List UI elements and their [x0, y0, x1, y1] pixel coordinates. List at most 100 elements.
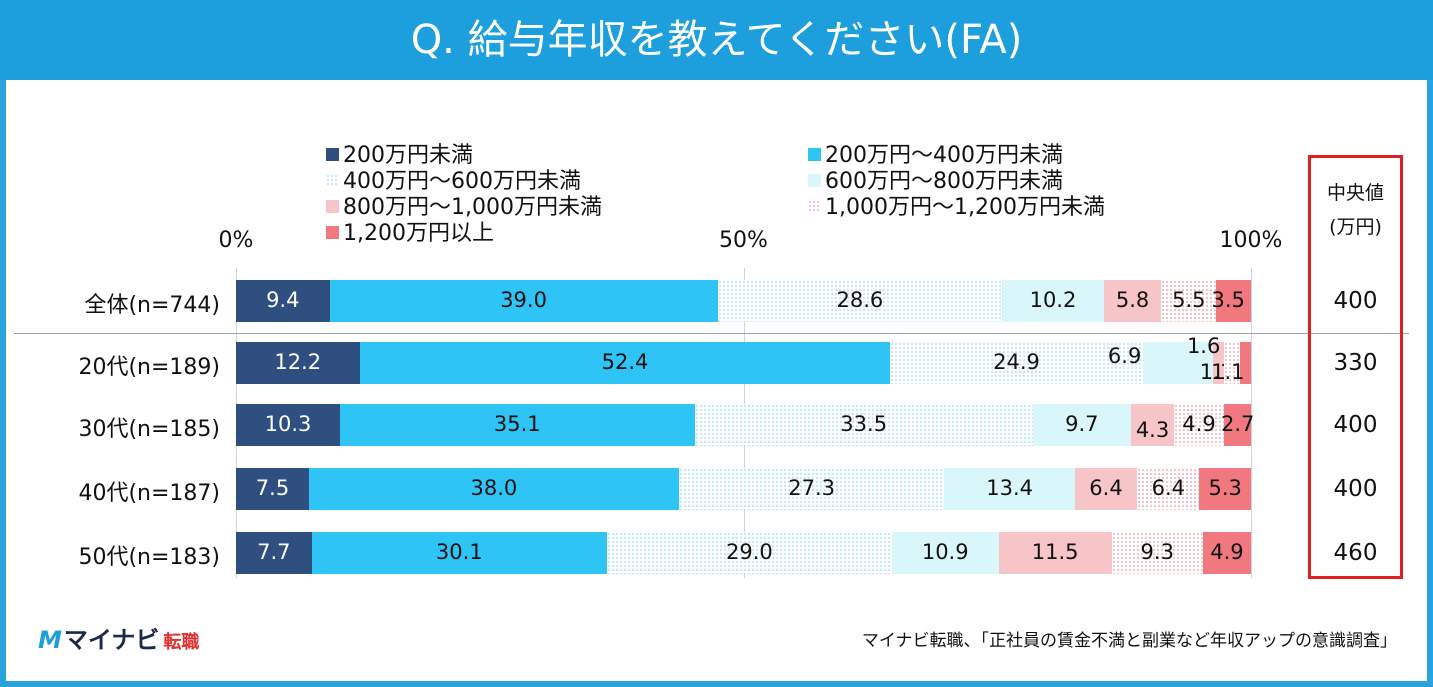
median-value: 330	[1333, 350, 1378, 376]
median-box	[1308, 155, 1403, 579]
data-label: 10.9	[921, 540, 969, 564]
bar-segment	[1223, 342, 1240, 384]
legend-label: 1,200万円以上	[343, 221, 494, 246]
data-label: 2.7	[1221, 412, 1255, 436]
bar-segment	[1074, 468, 1138, 510]
data-label: 7.7	[257, 540, 291, 564]
median-value: 400	[1333, 412, 1378, 438]
data-label: 4.9	[1182, 412, 1216, 436]
legend-label: 400万円～600万円未満	[343, 169, 581, 194]
data-label: 28.6	[836, 288, 884, 312]
bar-segment	[998, 532, 1112, 574]
mynavi-logo: Mマイナビ 転職	[38, 620, 199, 655]
data-label: 27.3	[788, 476, 835, 500]
median-value: 400	[1333, 288, 1378, 314]
data-label: 39.0	[500, 288, 547, 312]
category-label: 全体(n=744)	[84, 293, 220, 318]
logo-sub: 転職	[163, 632, 200, 653]
bar-segment	[1161, 280, 1217, 322]
category-label: 20代(n=189)	[78, 355, 220, 380]
data-label: 3.5	[1211, 288, 1245, 312]
median-unit: (万円)	[1329, 216, 1382, 238]
bar-segment	[236, 280, 330, 322]
legend-item: 600万円～800万円未満	[808, 169, 1063, 195]
bar-segment	[236, 342, 360, 384]
data-label: 33.5	[840, 412, 888, 436]
bar-segment	[1002, 280, 1104, 322]
legend-swatch	[808, 148, 821, 161]
bar-segment	[944, 468, 1075, 510]
legend-label: 800万円～1,000万円未満	[343, 195, 602, 220]
bar-segment	[1216, 280, 1251, 322]
bar-segment	[236, 468, 309, 510]
legend-swatch	[326, 174, 339, 187]
data-label: 10.3	[264, 412, 312, 436]
category-label: 40代(n=187)	[78, 481, 220, 506]
data-label: 7.5	[255, 476, 290, 500]
legend-label: 200万円～400万円未満	[825, 143, 1063, 168]
data-label: 10.2	[1029, 288, 1077, 312]
data-label: 5.5	[1172, 288, 1206, 312]
bar-segment	[1212, 342, 1224, 384]
legend-label: 1,000万円～1,200万円未満	[825, 195, 1105, 220]
bar-segment	[359, 342, 891, 384]
data-label: 24.9	[993, 350, 1040, 374]
total-divider	[14, 333, 1409, 334]
legend-swatch	[326, 148, 339, 161]
data-label: 4.3	[1135, 418, 1170, 442]
data-label: 6.4	[1151, 476, 1185, 500]
legend-swatch	[808, 174, 821, 187]
legend-swatch	[326, 200, 339, 213]
bar-segment	[890, 342, 1143, 384]
median-value: 460	[1333, 540, 1378, 566]
data-label: 12.2	[274, 350, 322, 374]
data-label: 38.0	[470, 476, 518, 500]
legend-item: 400万円～600万円未満	[326, 169, 581, 195]
bar-segment	[1103, 280, 1162, 322]
logo-name: マイナビ	[63, 626, 160, 654]
bar-segment	[236, 532, 312, 574]
data-label: 35.1	[493, 412, 541, 436]
legend-item: 1,200万円以上	[326, 221, 494, 247]
bar-segment	[678, 468, 945, 510]
median-value: 400	[1333, 476, 1378, 502]
bar-segment	[694, 404, 1033, 446]
bar-segment	[340, 404, 695, 446]
bar-segment	[607, 532, 892, 574]
data-label: 9.3	[1140, 540, 1174, 564]
bar-segment	[1199, 468, 1251, 510]
logo-mark-icon: M	[38, 626, 62, 654]
data-label: 5.3	[1208, 476, 1242, 500]
bar-segment	[1202, 532, 1251, 574]
category-label: 30代(n=185)	[78, 417, 220, 442]
data-label: 29.0	[726, 540, 773, 564]
category-label: 50代(n=183)	[78, 545, 220, 570]
legend-label: 200万円未満	[343, 143, 473, 168]
data-label: 4.9	[1210, 540, 1244, 564]
data-label: 13.4	[986, 476, 1034, 500]
legend-swatch	[808, 200, 821, 213]
bar-segment	[308, 468, 679, 510]
data-label: 5.8	[1115, 288, 1150, 312]
source-note: マイナビ転職、「正社員の賃金不満と副業など年収アップの意識調査」	[861, 631, 1397, 651]
bar-segment	[1137, 468, 1200, 510]
x-tick-label: 0%	[218, 228, 254, 253]
bar-segment	[1142, 342, 1213, 384]
gridline	[1251, 268, 1252, 578]
bar-segment	[1032, 404, 1131, 446]
legend-swatch	[326, 226, 339, 239]
bar-segment	[1111, 532, 1203, 574]
legend-item: 200万円未満	[326, 143, 473, 169]
bar-segment	[1130, 404, 1175, 446]
median-header: 中央値	[1326, 182, 1384, 204]
data-label: 52.4	[601, 350, 649, 374]
chart-title: Q. 給与年収を教えてください(FA)	[0, 0, 1433, 80]
legend-item: 1,000万円～1,200万円未満	[808, 195, 1105, 221]
x-tick-label: 100%	[1219, 228, 1283, 253]
bar-segment	[1239, 342, 1251, 384]
bar-segment	[329, 280, 718, 322]
data-label: 1.1	[1211, 360, 1245, 384]
data-label: 1.6	[1186, 334, 1221, 358]
bar-segment	[311, 532, 608, 574]
data-label: 30.1	[435, 540, 483, 564]
